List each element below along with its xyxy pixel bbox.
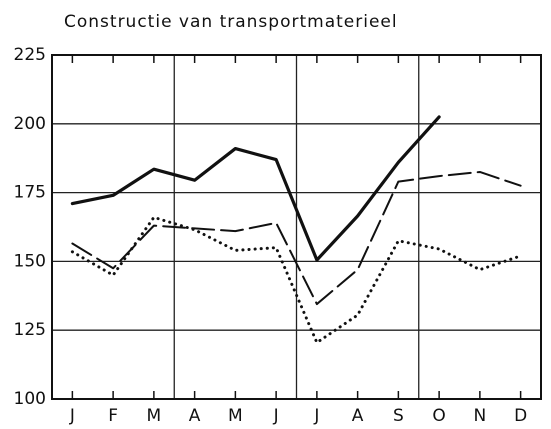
x-tick-label: M xyxy=(147,406,162,426)
y-tick-label: 175 xyxy=(14,183,46,203)
x-tick-label: N xyxy=(474,406,487,426)
x-tick-label: O xyxy=(432,406,445,426)
x-tick-label: D xyxy=(514,406,527,426)
y-tick-label: 100 xyxy=(14,389,46,409)
plot-frame xyxy=(51,54,542,400)
x-tick-label: M xyxy=(228,406,243,426)
y-tick-label: 150 xyxy=(14,251,46,271)
y-tick-label: 200 xyxy=(14,114,46,134)
line-series xyxy=(70,115,441,262)
x-tick-label: J xyxy=(69,406,75,426)
x-tick-label: J xyxy=(313,406,319,426)
x-tick-label: A xyxy=(189,406,201,426)
x-tick-label: F xyxy=(108,406,118,426)
x-tick-label: A xyxy=(352,406,364,426)
y-tick-label: 225 xyxy=(14,45,46,65)
x-tick-label: J xyxy=(273,406,279,426)
x-tick-label: S xyxy=(393,406,404,426)
line-series xyxy=(70,215,523,345)
chart-title: Constructie van transportmaterieel xyxy=(64,12,398,32)
line-series xyxy=(71,170,522,306)
y-tick-label: 125 xyxy=(14,320,46,340)
